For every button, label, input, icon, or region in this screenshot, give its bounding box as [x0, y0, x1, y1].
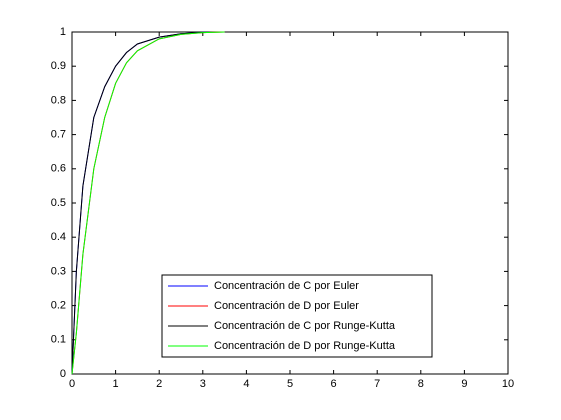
y-tick-label: 0.5 [51, 197, 66, 209]
x-tick-label: 4 [243, 378, 249, 390]
x-tick-label: 7 [374, 378, 380, 390]
x-tick-label: 8 [418, 378, 424, 390]
x-tick-label: 3 [200, 378, 206, 390]
y-tick-label: 0.1 [51, 334, 66, 346]
y-tick-label: 0.2 [51, 300, 66, 312]
legend-label: Concentración de D por Euler [214, 300, 359, 312]
x-tick-label: 6 [331, 378, 337, 390]
legend-box [161, 274, 433, 358]
y-tick-label: 0.9 [51, 60, 66, 72]
y-tick-label: 0 [60, 368, 66, 380]
y-tick-label: 0.4 [51, 231, 66, 243]
line [71, 31, 208, 375]
x-tick-label: 1 [113, 378, 119, 390]
y-tick-label: 0.8 [51, 94, 66, 106]
x-tick-label: 9 [461, 378, 467, 390]
y-tick-label: 0.6 [51, 163, 66, 175]
x-tick-label: 2 [156, 378, 162, 390]
legend-label: Concentración de D por Runge-Kutta [214, 340, 396, 352]
x-tick-label: 5 [287, 378, 293, 390]
x-tick-label: 0 [69, 378, 75, 390]
line [71, 31, 225, 375]
y-tick-label: 0.7 [51, 129, 66, 141]
x-tick-label: 10 [502, 378, 514, 390]
y-tick-label: 1 [60, 26, 66, 38]
y-tick-label: 0.3 [51, 265, 66, 277]
legend-label: Concentración de C por Runge-Kutta [214, 320, 396, 332]
legend-label: Concentración de C por Euler [214, 280, 359, 292]
